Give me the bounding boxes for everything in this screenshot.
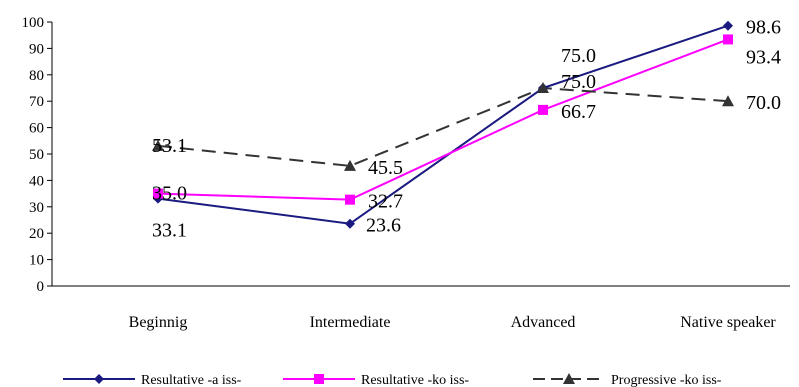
data-label: 93.4 <box>746 46 781 68</box>
y-tick-label: 10 <box>29 253 44 269</box>
data-label: 23.6 <box>366 215 401 237</box>
legend-entry-label: Resultative -ko iss- <box>361 373 469 387</box>
legend-swatch-marker <box>314 374 324 384</box>
legend-swatch-marker <box>563 373 575 384</box>
legend-entry-label: Progressive -ko iss- <box>611 373 722 387</box>
legend-entry-label: Resultative -a iss- <box>141 373 242 387</box>
series-markers <box>152 20 734 229</box>
y-axis-ticks: 0 10 20 30 40 50 60 70 80 90 100 <box>22 15 52 295</box>
data-label: 35.0 <box>152 183 187 205</box>
data-label: 75.0 <box>561 45 596 67</box>
y-tick-label: 70 <box>29 94 44 110</box>
x-axis-categories: Beginnig Intermediate Advanced Native speak… <box>129 314 777 331</box>
data-point-marker <box>723 20 733 31</box>
series-line-3 <box>157 86 729 167</box>
data-point-marker <box>537 82 549 93</box>
x-category-label: Advanced <box>511 314 576 331</box>
series-line-1 <box>157 24 729 225</box>
y-tick-label: 60 <box>29 121 44 137</box>
chart-legend: Resultative -a iss- Resultative -ko iss- P… <box>63 373 722 387</box>
data-label: 45.5 <box>368 157 403 179</box>
data-label: 66.7 <box>561 101 596 123</box>
y-tick-label: 100 <box>22 15 45 31</box>
data-point-marker <box>344 159 356 171</box>
data-point-marker <box>152 139 164 151</box>
legend-swatch-marker <box>94 374 104 384</box>
data-label: 70.0 <box>746 92 781 114</box>
y-tick-label: 90 <box>29 41 44 57</box>
data-point-marker <box>538 104 548 115</box>
data-labels: 33.1 23.6 75.0 98.6 35.0 32.7 66.7 93.4 53.1 45.5… <box>152 17 781 242</box>
data-label: 32.7 <box>368 191 403 213</box>
x-category-label: Beginnig <box>129 314 188 331</box>
series-lines <box>157 24 729 225</box>
data-point-marker <box>723 34 733 45</box>
y-tick-label: 50 <box>29 147 44 163</box>
y-tick-label: 40 <box>29 173 44 189</box>
data-label: 53.1 <box>152 135 187 157</box>
series-line-2 <box>157 38 729 201</box>
y-tick-label: 30 <box>29 200 44 216</box>
data-point-marker <box>345 194 355 205</box>
y-tick-label: 20 <box>29 226 44 242</box>
x-category-label: Native speaker <box>680 314 776 331</box>
data-point-marker <box>722 95 734 107</box>
y-tick-label: 0 <box>37 279 45 295</box>
data-label: 33.1 <box>152 220 187 242</box>
y-tick-label: 80 <box>29 68 44 84</box>
x-category-label: Intermediate <box>310 314 391 331</box>
data-point-marker <box>153 188 163 199</box>
data-point-marker <box>345 218 355 229</box>
data-label: 98.6 <box>746 17 781 39</box>
data-label: 75.0 <box>561 71 596 93</box>
